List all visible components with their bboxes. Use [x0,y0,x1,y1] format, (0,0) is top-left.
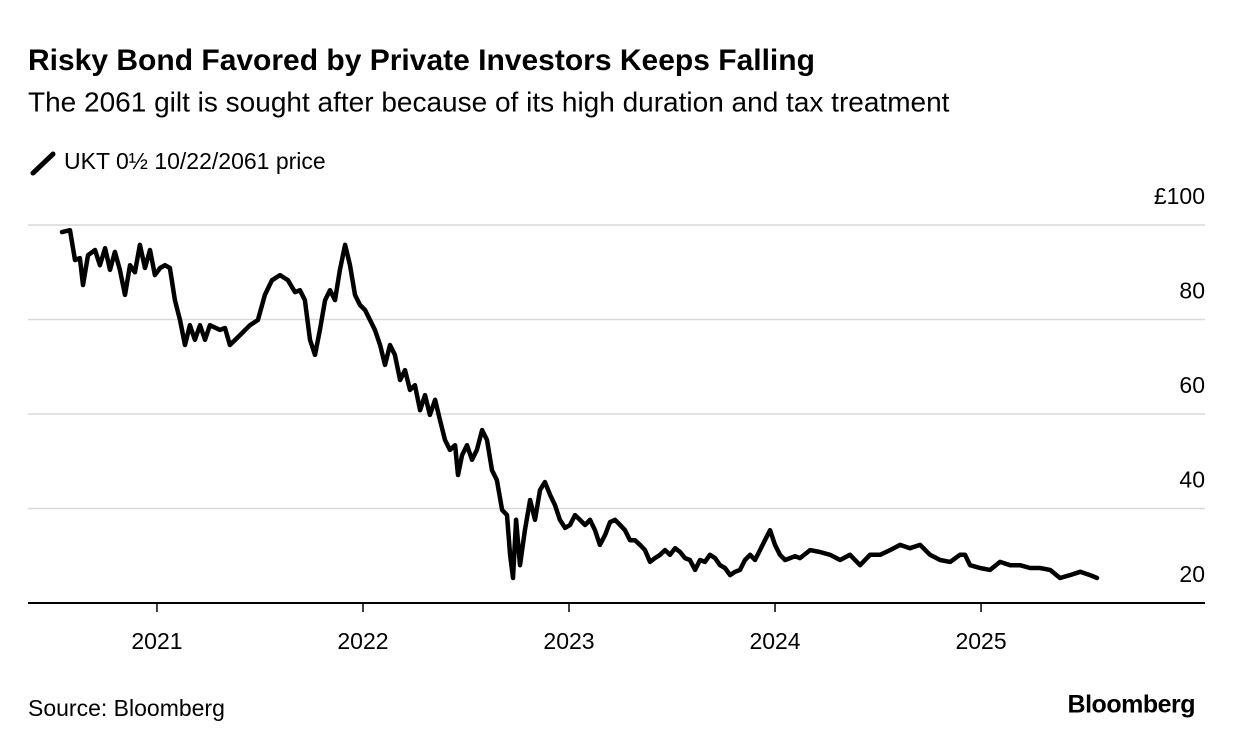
x-tick-label: 2021 [131,628,182,654]
chart-title: Risky Bond Favored by Private Investors … [28,44,815,77]
x-tick-label: 2025 [955,628,1006,654]
y-tick-label: 80 [1179,278,1205,304]
brand-logo: Bloomberg [1068,691,1195,719]
y-tick-label: £100 [1154,183,1205,209]
y-tick-label: 60 [1179,372,1205,398]
legend-swatch [30,151,56,176]
y-tick-label: 20 [1179,561,1205,587]
price-line [59,227,1100,581]
legend-label: UKT 0½ 10/22/2061 price [64,148,326,174]
x-tick-label: 2023 [543,628,594,654]
source-note: Source: Bloomberg [28,695,225,721]
y-tick-label: 40 [1179,467,1205,493]
x-tick-label: 2024 [749,628,800,654]
x-tick-label: 2022 [337,628,388,654]
chart-subtitle: The 2061 gilt is sought after because of… [28,86,950,117]
